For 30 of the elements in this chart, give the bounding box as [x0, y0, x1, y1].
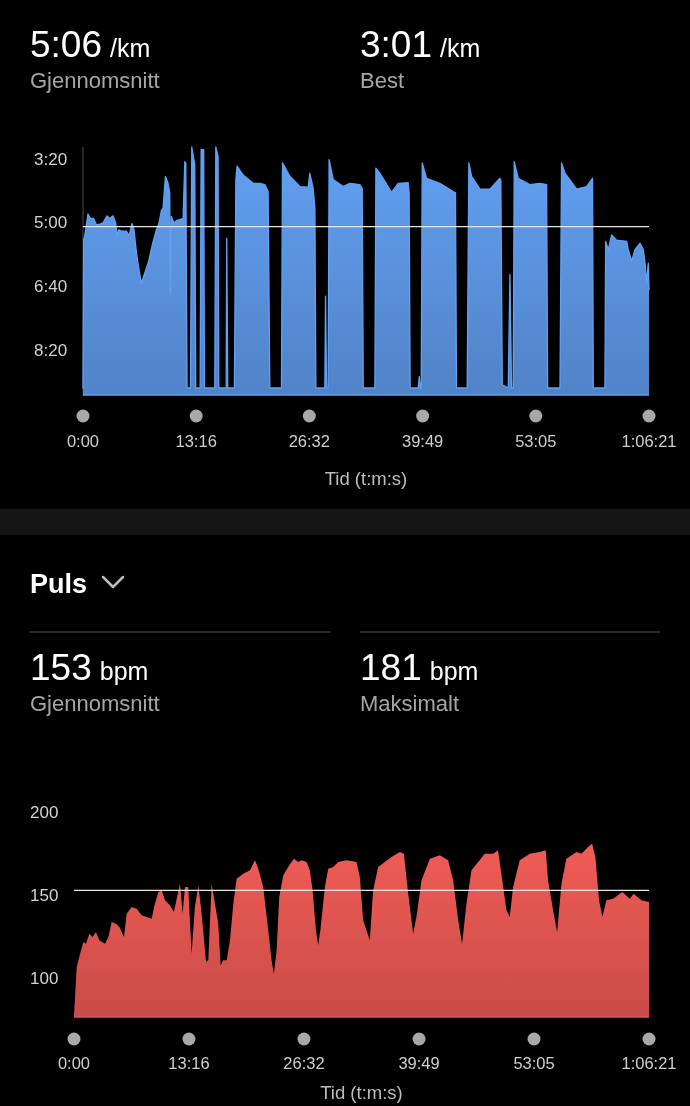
y-tick-label: 6:40	[34, 277, 68, 297]
x-tick-label: 13:16	[175, 432, 217, 450]
x-tick-label: 0:00	[57, 1054, 91, 1072]
x-tick-label: 26:32	[288, 432, 330, 450]
x-axis-title: Tid (t:m:s)	[324, 468, 408, 489]
y-tick-label: 100	[30, 969, 59, 989]
x-tick-label: 53:05	[513, 1054, 555, 1072]
chart-title: Puls	[30, 569, 88, 599]
y-tick-label: 150	[30, 885, 59, 905]
x-tick-label: 13:16	[168, 1054, 210, 1072]
text: Gjennomsnitt	[30, 68, 160, 93]
y-tick-label: 200	[30, 802, 59, 822]
x-tick-label: 1:06:21	[621, 432, 677, 450]
text: Best	[360, 68, 405, 93]
y-tick-label: 8:20	[34, 340, 68, 360]
text: 5:06 /km	[30, 24, 151, 65]
x-tick-label: 1:06:21	[621, 1054, 677, 1072]
text: 181 bpm	[360, 647, 479, 688]
x-tick-label: 39:49	[402, 432, 444, 450]
text: Maksimalt	[360, 691, 460, 716]
x-tick-label: 39:49	[398, 1054, 440, 1072]
x-axis-title: Tid (t:m:s)	[320, 1082, 403, 1103]
x-tick-label: 0:00	[66, 432, 100, 450]
x-tick-label: 53:05	[515, 432, 557, 450]
text: 3:01 /km	[360, 24, 481, 65]
y-tick-label: 5:00	[34, 213, 68, 233]
y-tick-label: 3:20	[34, 149, 68, 169]
text: Gjennomsnitt	[30, 691, 160, 716]
text: 153 bpm	[30, 647, 149, 688]
x-tick-label: 26:32	[283, 1054, 325, 1072]
